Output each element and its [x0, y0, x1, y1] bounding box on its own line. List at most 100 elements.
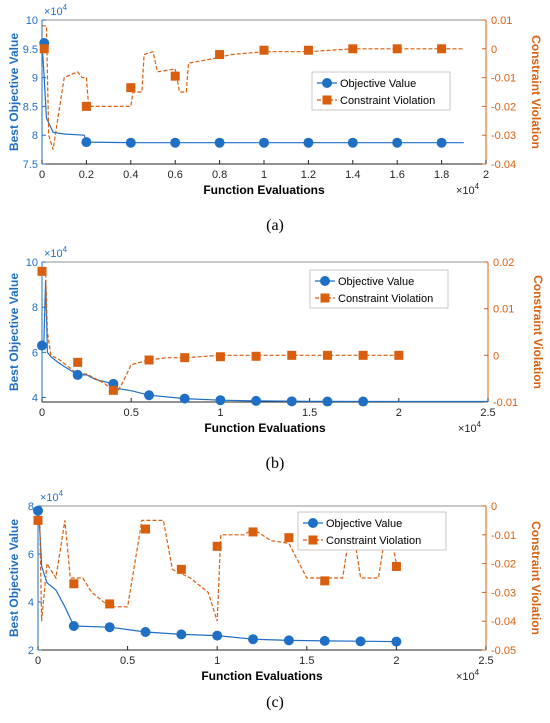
- objective-value-marker: [358, 396, 369, 407]
- y-left-exponent: ×104: [44, 3, 68, 18]
- y-left-tick-label: 6: [32, 347, 38, 359]
- panel-caption: (b): [266, 455, 285, 472]
- y-right-tick-label: 0: [491, 501, 497, 513]
- y-left-tick-label: 8: [32, 130, 38, 142]
- y-left-axis-label: Best Objective Value: [7, 33, 21, 151]
- y-right-tick-label: -0.03: [491, 130, 516, 142]
- legend-objective-marker: [308, 518, 318, 528]
- y-left-axis-label: Best Objective Value: [7, 273, 21, 391]
- x-tick-label: 0.5: [120, 655, 135, 667]
- constraint-violation-marker: [284, 533, 294, 543]
- constraint-violation-marker: [251, 351, 261, 361]
- constraint-violation-line: [42, 25, 464, 150]
- y-right-tick-label: 0: [493, 350, 499, 362]
- x-tick-label: 0.8: [212, 169, 227, 181]
- y-left-tick-label: 4: [32, 392, 38, 404]
- objective-value-marker: [68, 621, 79, 631]
- x-tick-label: 2: [483, 169, 489, 181]
- y-left-tick-label: 9.5: [23, 44, 38, 56]
- x-tick-label: 1: [217, 407, 223, 419]
- y-right-tick-label: 0.02: [493, 257, 514, 269]
- objective-value-marker: [322, 396, 333, 407]
- constraint-violation-marker: [322, 350, 332, 360]
- constraint-violation-marker: [81, 101, 91, 111]
- constraint-violation-marker: [391, 561, 401, 571]
- y-right-tick-label: 0.01: [491, 15, 512, 27]
- y-left-tick-label: 4: [28, 597, 34, 609]
- objective-value-marker: [104, 622, 115, 633]
- constraint-violation-marker: [215, 50, 225, 60]
- x-tick-label: 1: [261, 169, 267, 181]
- x-tick-label: 0.5: [124, 407, 139, 419]
- objective-value-marker: [214, 137, 225, 148]
- legend-constraint-label: Constraint Violation: [340, 95, 435, 107]
- y-left-tick-label: 7.5: [23, 159, 38, 171]
- objective-value-marker: [251, 395, 262, 406]
- constraint-violation-marker: [320, 576, 330, 586]
- constraint-violation-marker: [303, 45, 313, 55]
- y-left-tick-label: 9: [32, 73, 38, 85]
- y-right-tick-label: -0.01: [493, 397, 518, 409]
- constraint-violation-marker: [69, 579, 79, 589]
- chart-panel-2: 0 0.5 1 1.5 2 2.5 4 6 8 10 -0.01 0 0.01 0.02 ×104 ×104 F…: [7, 245, 545, 472]
- legend-constraint-label: Constraint Violation: [338, 293, 433, 305]
- constraint-violation-marker: [141, 524, 151, 534]
- x-exponent: ×104: [456, 668, 480, 683]
- constraint-violation-marker: [180, 353, 190, 363]
- x-tick-label: 1.5: [299, 655, 314, 667]
- legend-box: [297, 511, 447, 551]
- objective-value-marker: [140, 627, 151, 637]
- legend-objective-marker: [320, 276, 330, 286]
- y-right-axis-label: Constraint Violation: [529, 35, 543, 149]
- y-left-tick-label: 10: [26, 257, 38, 269]
- legend-constraint-marker: [308, 535, 318, 545]
- constraint-violation-marker: [126, 83, 136, 93]
- constraint-violation-marker: [358, 350, 368, 360]
- constraint-violation-marker: [37, 266, 47, 276]
- y-right-axis-label: Constraint Violation: [531, 275, 545, 389]
- y-right-axis-label: Constraint Violation: [529, 521, 543, 635]
- objective-value-marker: [436, 137, 447, 148]
- constraint-violation-marker: [248, 527, 258, 537]
- y-left-tick-label: 10: [26, 15, 38, 27]
- constraint-violation-marker: [392, 44, 402, 54]
- x-tick-label: 2: [393, 655, 399, 667]
- objective-value-marker: [283, 635, 294, 646]
- legend-objective-label: Objective Value: [326, 518, 402, 530]
- x-tick-label: 1.8: [434, 169, 449, 181]
- objective-value-marker: [176, 629, 187, 640]
- constraint-violation-marker: [108, 385, 118, 395]
- constraint-violation-marker: [73, 357, 83, 367]
- constraint-violation-marker: [144, 355, 154, 365]
- objective-value-marker: [319, 635, 330, 646]
- panel-caption: (c): [266, 694, 284, 711]
- x-tick-label: 1: [214, 655, 220, 667]
- x-axis-label: Function Evaluations: [203, 183, 325, 197]
- legend-constraint-marker: [322, 95, 332, 105]
- chart-panel-1: 0 0.2 0.4 0.6 0.8 1 1.2 1.4 1.6 1.8 2 7.5 8 8.5 9 9.5 10…: [7, 3, 543, 234]
- legend-box: [309, 269, 449, 309]
- chart-panel-3: 0 0.5 1 1.5 2 2.5 2 4 6 8 -0.05 -0.04 -0.03 -0.02 -0.0…: [7, 489, 543, 711]
- x-axis-label: Function Evaluations: [201, 669, 323, 683]
- constraint-violation-line: [38, 519, 397, 622]
- x-tick-label: 1.5: [302, 407, 317, 419]
- x-exponent: ×104: [458, 420, 482, 435]
- y-left-tick-label: 8: [32, 302, 38, 314]
- objective-value-marker: [179, 393, 190, 404]
- x-tick-label: 1.4: [345, 169, 360, 181]
- objective-value-marker: [212, 630, 223, 641]
- x-tick-label: 0: [39, 169, 45, 181]
- objective-value-marker: [144, 390, 155, 401]
- legend-constraint-label: Constraint Violation: [326, 535, 421, 547]
- y-left-axis-label: Best Objective Value: [7, 519, 21, 637]
- x-tick-label: 1.6: [390, 169, 405, 181]
- objective-value-marker: [259, 137, 269, 148]
- y-right-tick-label: -0.04: [491, 616, 516, 628]
- constraint-violation-marker: [170, 71, 180, 81]
- y-right-tick-label: -0.02: [491, 101, 516, 113]
- y-right-tick-label: -0.01: [491, 530, 516, 542]
- x-tick-label: 0: [35, 655, 41, 667]
- constraint-violation-marker: [176, 564, 186, 574]
- x-tick-label: 0.4: [123, 169, 138, 181]
- objective-value-marker: [33, 505, 43, 516]
